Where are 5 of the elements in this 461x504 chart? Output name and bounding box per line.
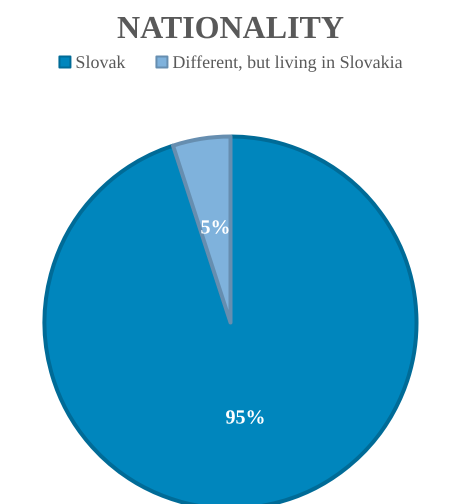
data-label: 5%: [200, 216, 230, 239]
legend-label: Different, but living in Slovakia: [172, 52, 403, 72]
legend-label: Slovak: [75, 52, 126, 72]
data-label: 95%: [226, 406, 266, 428]
chart-title: NATIONALITY: [117, 9, 344, 45]
